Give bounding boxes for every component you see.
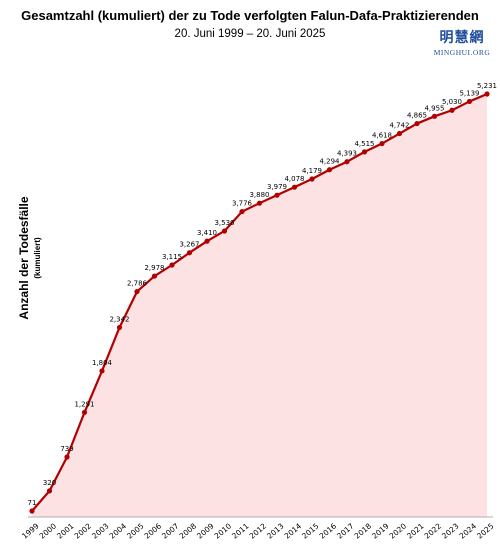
- data-label-2014: 4,078: [284, 175, 304, 183]
- x-tick-label-2015: 2015: [300, 521, 321, 540]
- x-tick-label-1999: 1999: [20, 521, 41, 540]
- data-label-2005: 2,786: [127, 280, 148, 288]
- data-point-2025: [484, 91, 490, 97]
- x-tick-label-2019: 2019: [370, 521, 391, 540]
- logo-latin-text: MINGHUI.ORG: [433, 48, 491, 57]
- data-point-2024: [466, 98, 473, 105]
- area-fill: [32, 94, 487, 517]
- data-label-1999: 71: [28, 499, 37, 507]
- x-tick-label-2020: 2020: [388, 521, 409, 540]
- x-tick-label-2005: 2005: [125, 521, 146, 540]
- x-tick-label-2010: 2010: [213, 521, 234, 540]
- data-point-2013: [274, 192, 280, 198]
- x-tick-label-2025: 2025: [475, 521, 496, 540]
- data-label-2012: 3,880: [249, 191, 269, 199]
- x-tick-label-2024: 2024: [458, 521, 479, 540]
- x-tick-label-2021: 2021: [405, 521, 426, 540]
- data-label-2020: 4,742: [389, 122, 409, 130]
- data-label-2011: 3,776: [232, 200, 253, 208]
- data-label-2013: 3,979: [267, 183, 287, 191]
- data-label-2015: 4,179: [302, 167, 322, 175]
- data-point-2008: [186, 250, 193, 256]
- data-label-2017: 4,393: [337, 150, 357, 158]
- data-label-2004: 2,342: [109, 315, 129, 323]
- data-label-2008: 3,267: [179, 241, 199, 249]
- data-point-2022: [431, 113, 438, 119]
- data-point-2002: [81, 409, 88, 416]
- data-point-2003: [99, 368, 105, 374]
- x-tick-label-2008: 2008: [178, 521, 199, 540]
- data-point-2009: [204, 238, 210, 244]
- x-tick-label-2023: 2023: [440, 521, 461, 540]
- x-tick-label-2003: 2003: [90, 521, 111, 540]
- data-point-2016: [326, 167, 333, 173]
- data-point-2023: [449, 107, 455, 113]
- data-label-2010: 3,536: [214, 219, 235, 227]
- data-label-2009: 3,410: [197, 229, 217, 237]
- data-point-2019: [379, 140, 385, 147]
- data-point-1999: [29, 508, 35, 514]
- data-point-2020: [396, 130, 403, 137]
- x-tick-label-2002: 2002: [73, 521, 94, 540]
- data-label-2025: 5,231: [477, 82, 497, 90]
- x-tick-label-2000: 2000: [38, 521, 59, 540]
- data-point-2005: [134, 288, 140, 295]
- data-point-2014: [291, 184, 298, 190]
- data-label-2021: 4,865: [407, 112, 427, 120]
- x-tick-label-2016: 2016: [318, 521, 339, 540]
- chart-subtitle: 20. Juni 1999 – 20. Juni 2025: [174, 28, 326, 40]
- data-label-2023: 5,030: [442, 98, 462, 106]
- data-point-2012: [256, 200, 263, 206]
- x-tick-label-2011: 2011: [230, 521, 251, 540]
- x-tick-label-2001: 2001: [55, 521, 76, 540]
- chart-title: Gesamtzahl (kumuliert) der zu Tode verfo…: [21, 8, 479, 23]
- data-point-2011: [239, 208, 245, 215]
- x-tick-label-2004: 2004: [108, 521, 129, 540]
- data-label-2024: 5,139: [459, 89, 479, 97]
- data-point-2004: [116, 324, 123, 331]
- data-label-2022: 4,955: [424, 104, 444, 112]
- x-tick-label-2009: 2009: [195, 521, 216, 540]
- data-label-2002: 1,291: [74, 400, 94, 408]
- data-point-2001: [64, 454, 70, 460]
- data-point-2021: [414, 120, 420, 127]
- x-tick-label-2012: 2012: [248, 521, 269, 540]
- data-point-2010: [221, 228, 228, 234]
- data-label-2007: 3,115: [162, 253, 182, 261]
- data-point-2000: [46, 488, 53, 494]
- data-label-2006: 2,978: [144, 264, 164, 272]
- x-tick-label-2007: 2007: [160, 521, 181, 540]
- data-label-2016: 4,294: [319, 158, 340, 166]
- x-tick-label-2017: 2017: [335, 521, 356, 540]
- data-label-2018: 4,515: [354, 140, 374, 148]
- x-tick-label-2014: 2014: [283, 521, 304, 540]
- data-point-2017: [344, 159, 350, 165]
- data-point-2015: [309, 176, 315, 182]
- x-tick-label-2006: 2006: [143, 521, 164, 540]
- data-point-2018: [361, 149, 368, 155]
- data-label-2000: 320: [43, 479, 56, 487]
- logo-chinese-text: 明慧網: [439, 30, 485, 46]
- x-tick-label-2018: 2018: [353, 521, 374, 540]
- data-label-2003: 1,804: [92, 359, 113, 367]
- data-label-2019: 4,618: [372, 132, 392, 140]
- data-label-2001: 739: [60, 445, 73, 453]
- data-point-2006: [151, 273, 158, 279]
- x-tick-label-2022: 2022: [423, 521, 444, 540]
- data-point-2007: [169, 262, 175, 268]
- x-tick-label-2013: 2013: [265, 521, 286, 540]
- minghui-logo: 明慧網 MINGHUI.ORG: [432, 27, 492, 57]
